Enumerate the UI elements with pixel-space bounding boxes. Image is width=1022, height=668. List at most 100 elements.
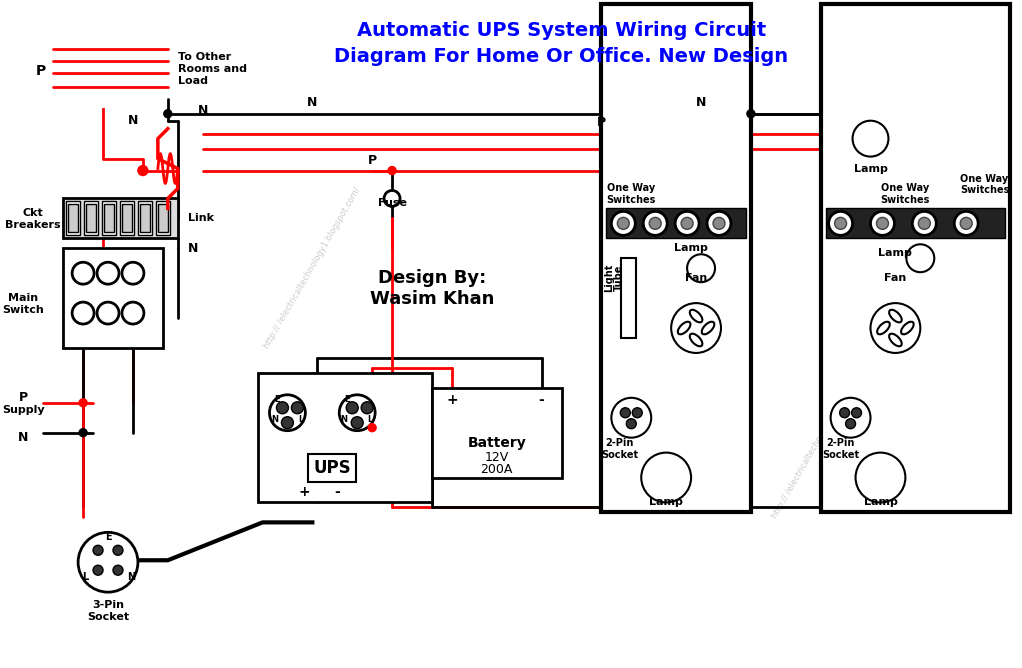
Ellipse shape xyxy=(889,334,901,346)
Text: 200A: 200A xyxy=(480,463,513,476)
Text: 2-Pin: 2-Pin xyxy=(605,438,634,448)
Text: 12V: 12V xyxy=(484,451,509,464)
Text: N: N xyxy=(188,242,198,255)
Bar xyxy=(102,202,115,235)
Text: Battery: Battery xyxy=(467,436,526,450)
Circle shape xyxy=(831,397,871,438)
Text: Lamp: Lamp xyxy=(649,498,683,508)
Bar xyxy=(84,202,98,235)
Circle shape xyxy=(840,407,849,418)
Bar xyxy=(826,208,1005,238)
Circle shape xyxy=(97,302,119,324)
Text: N: N xyxy=(696,96,706,109)
Text: Automatic UPS System Wiring Circuit: Automatic UPS System Wiring Circuit xyxy=(357,21,766,41)
Text: Link: Link xyxy=(188,213,214,223)
Text: Lamp: Lamp xyxy=(675,243,708,253)
Circle shape xyxy=(633,407,642,418)
Circle shape xyxy=(352,417,363,429)
Circle shape xyxy=(79,429,87,437)
Circle shape xyxy=(626,419,637,429)
Text: Supply: Supply xyxy=(2,405,45,415)
Circle shape xyxy=(851,407,862,418)
Text: P: P xyxy=(597,116,606,129)
Text: Light: Light xyxy=(604,264,614,293)
Circle shape xyxy=(73,263,94,284)
Circle shape xyxy=(73,302,94,324)
Circle shape xyxy=(620,407,631,418)
Text: Tube: Tube xyxy=(614,265,624,291)
Bar xyxy=(63,248,162,348)
Circle shape xyxy=(907,244,934,272)
Text: N: N xyxy=(127,572,135,582)
Text: Lamp: Lamp xyxy=(864,498,897,508)
Text: N: N xyxy=(18,431,29,444)
Text: One Way: One Way xyxy=(961,174,1009,184)
Circle shape xyxy=(681,217,693,229)
Text: Ckt: Ckt xyxy=(22,208,44,218)
Text: Switch: Switch xyxy=(2,305,44,315)
Bar xyxy=(68,204,78,232)
Text: Lamp: Lamp xyxy=(853,164,887,174)
Bar xyxy=(621,259,637,338)
Circle shape xyxy=(384,190,400,206)
Text: N: N xyxy=(128,114,138,127)
Text: Switches: Switches xyxy=(881,196,930,206)
Circle shape xyxy=(361,401,373,413)
Text: P: P xyxy=(18,391,28,404)
Circle shape xyxy=(78,532,138,592)
Circle shape xyxy=(955,211,978,235)
Circle shape xyxy=(277,401,288,413)
Text: http:// /electricaltechnology1.blogspot.com/: http:// /electricaltechnology1.blogspot.… xyxy=(263,186,363,350)
Text: +: + xyxy=(446,393,458,407)
Text: -: - xyxy=(334,486,340,500)
Text: N: N xyxy=(197,104,207,118)
Text: http:// /electricaltechnology1.blogspot.com/: http:// /electricaltechnology1.blogspot.… xyxy=(771,355,871,520)
Circle shape xyxy=(877,217,888,229)
Bar xyxy=(157,204,168,232)
Text: 2-Pin: 2-Pin xyxy=(827,438,854,448)
Text: Socket: Socket xyxy=(822,450,860,460)
Circle shape xyxy=(164,110,172,118)
Circle shape xyxy=(346,401,358,413)
Text: Switches: Switches xyxy=(607,196,656,206)
Text: Main: Main xyxy=(8,293,39,303)
Circle shape xyxy=(835,217,846,229)
Text: L: L xyxy=(82,572,88,582)
Ellipse shape xyxy=(678,322,691,334)
Text: L: L xyxy=(297,415,303,424)
Circle shape xyxy=(388,166,397,174)
Circle shape xyxy=(687,255,715,282)
Circle shape xyxy=(649,217,661,229)
Circle shape xyxy=(871,211,894,235)
Text: 3-Pin: 3-Pin xyxy=(92,600,124,610)
Bar xyxy=(66,202,80,235)
Bar xyxy=(140,204,150,232)
Circle shape xyxy=(611,397,651,438)
Circle shape xyxy=(93,545,103,555)
Text: To Other: To Other xyxy=(178,52,231,62)
Text: Fan: Fan xyxy=(884,273,907,283)
Text: Rooms and: Rooms and xyxy=(178,64,246,74)
Circle shape xyxy=(747,110,755,118)
Bar xyxy=(606,208,746,238)
Text: P: P xyxy=(36,64,46,78)
Ellipse shape xyxy=(889,310,901,323)
Text: Fuse: Fuse xyxy=(377,198,407,208)
Text: Design By:
Wasim Khan: Design By: Wasim Khan xyxy=(370,269,494,307)
Circle shape xyxy=(93,565,103,575)
Ellipse shape xyxy=(877,322,890,334)
Text: Lamp: Lamp xyxy=(879,248,913,259)
Circle shape xyxy=(671,303,721,353)
Circle shape xyxy=(871,303,921,353)
Circle shape xyxy=(707,211,731,235)
Text: Fan: Fan xyxy=(685,273,707,283)
Ellipse shape xyxy=(702,322,714,334)
Bar xyxy=(63,198,178,238)
Circle shape xyxy=(122,263,144,284)
Circle shape xyxy=(270,395,306,431)
Bar xyxy=(104,204,114,232)
Circle shape xyxy=(852,121,888,156)
Circle shape xyxy=(913,211,936,235)
Text: Socket: Socket xyxy=(601,450,638,460)
Bar xyxy=(601,4,751,512)
